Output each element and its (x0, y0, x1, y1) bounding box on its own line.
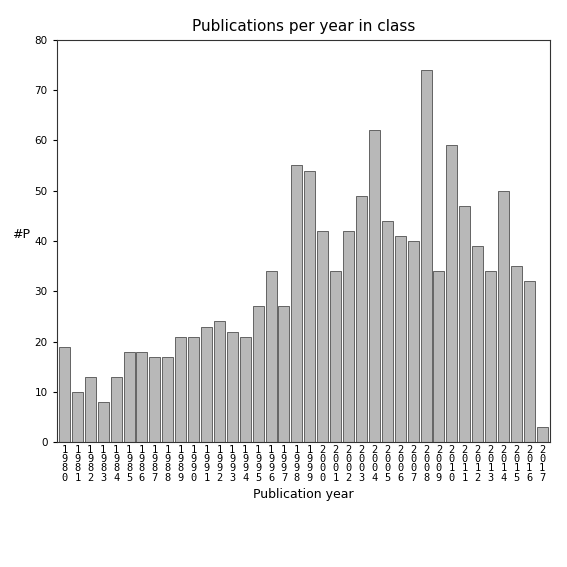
Bar (265, 271, 277, 442)
Bar (330, 271, 341, 442)
Bar (149, 357, 160, 442)
Bar (511, 266, 522, 442)
Y-axis label: #P: #P (12, 228, 29, 241)
Bar (317, 231, 328, 442)
Bar (304, 171, 315, 442)
Bar (253, 306, 264, 442)
Bar (524, 281, 535, 442)
Bar (421, 70, 431, 442)
Bar (472, 246, 483, 442)
Bar (369, 130, 380, 442)
Bar (214, 321, 225, 442)
Bar (408, 241, 418, 442)
Title: Publications per year in class: Publications per year in class (192, 19, 415, 35)
Bar (175, 337, 186, 442)
Bar (98, 402, 109, 442)
Bar (240, 337, 251, 442)
Bar (446, 145, 458, 442)
Bar (227, 332, 238, 442)
X-axis label: Publication year: Publication year (253, 488, 354, 501)
Bar (85, 377, 96, 442)
Bar (59, 346, 70, 442)
Bar (537, 427, 548, 442)
Bar (137, 352, 147, 442)
Bar (433, 271, 445, 442)
Bar (459, 206, 470, 442)
Bar (356, 196, 367, 442)
Bar (343, 231, 354, 442)
Bar (395, 236, 405, 442)
Bar (498, 191, 509, 442)
Bar (291, 166, 302, 442)
Bar (124, 352, 134, 442)
Bar (278, 306, 290, 442)
Bar (201, 327, 212, 442)
Bar (111, 377, 121, 442)
Bar (162, 357, 174, 442)
Bar (485, 271, 496, 442)
Bar (382, 221, 393, 442)
Bar (72, 392, 83, 442)
Bar (188, 337, 199, 442)
